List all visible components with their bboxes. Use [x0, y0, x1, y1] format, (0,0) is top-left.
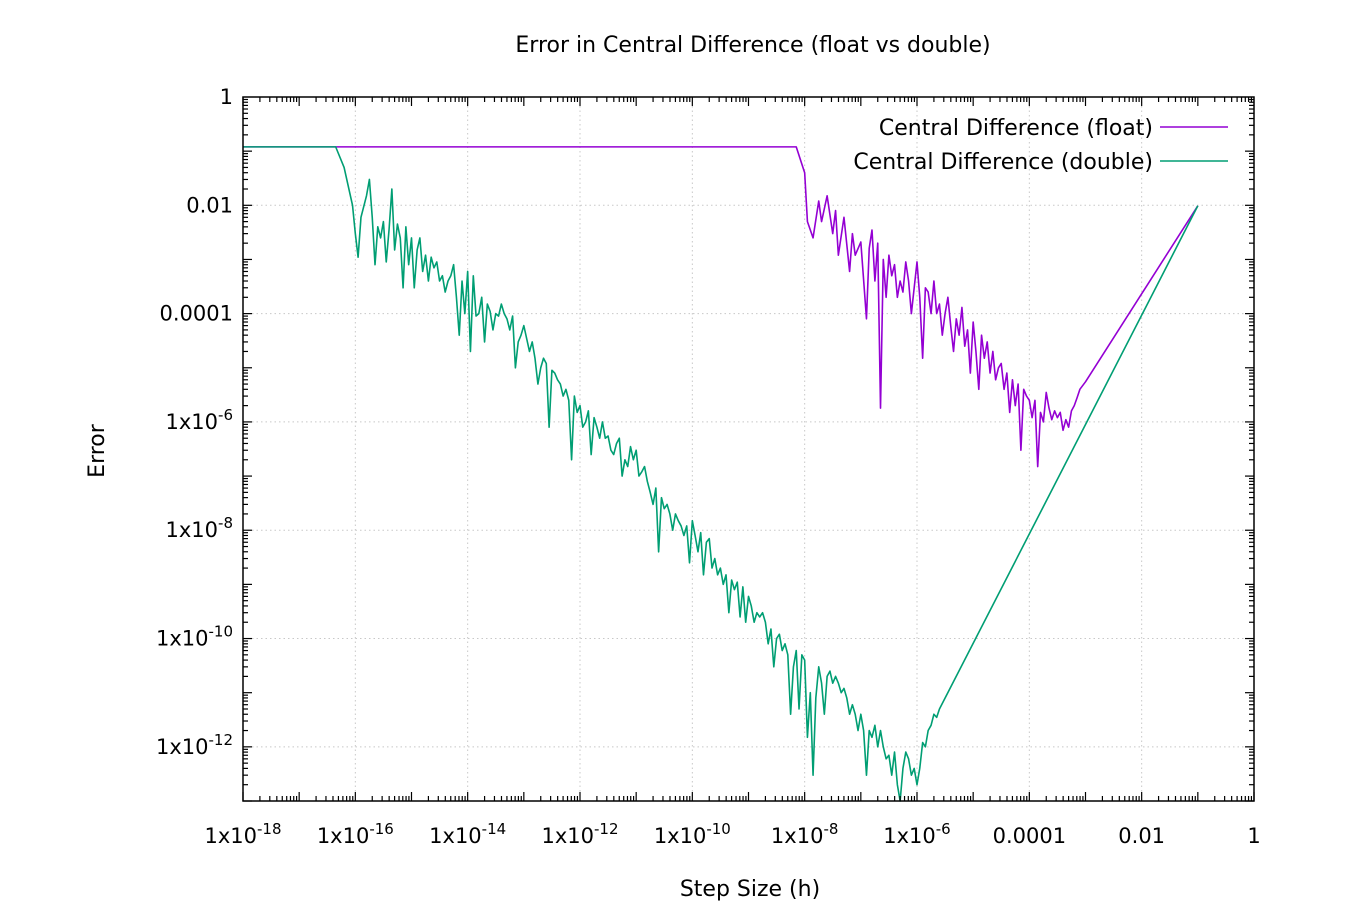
- y-tick-label: 1: [220, 85, 233, 109]
- y-tick-labels: 1 0.01 0.0001 1x10-6 1x10-8 1x10-10 1x10-12: [156, 85, 233, 759]
- x-tick-label: 1x10-10: [654, 820, 731, 848]
- plot-frame: [242, 96, 1255, 802]
- y-tick-label: 0.0001: [160, 302, 233, 326]
- legend-label-float: Central Difference (float): [879, 116, 1153, 141]
- x-tick-label: 0.0001: [993, 824, 1066, 848]
- x-tick-label: 1x10-14: [429, 820, 506, 848]
- y-tick-label: 1x10-6: [166, 406, 233, 434]
- x-tick-label: 1x10-8: [771, 820, 838, 848]
- y-tick-label: 0.01: [186, 193, 233, 217]
- x-tick-label: 1x10-18: [204, 820, 281, 848]
- legend: Central Difference (float) Central Diffe…: [853, 116, 1228, 175]
- series-layer: [243, 146, 1199, 802]
- y-tick-label: 1x10-8: [166, 514, 233, 542]
- series-line-float: [243, 146, 1199, 468]
- x-tick-label: 0.01: [1118, 824, 1165, 848]
- ticks: [242, 97, 1255, 802]
- x-axis-label: Step Size (h): [680, 877, 820, 902]
- x-tick-label: 1x10-6: [883, 820, 950, 848]
- y-tick-label: 1x10-12: [156, 731, 233, 759]
- y-tick-label: 1x10-10: [156, 623, 233, 651]
- x-tick-label: 1: [1247, 824, 1260, 848]
- x-tick-label: 1x10-16: [317, 820, 394, 848]
- x-tick-label: 1x10-12: [541, 820, 618, 848]
- legend-label-double: Central Difference (double): [853, 150, 1153, 175]
- series-line-double: [243, 146, 1199, 802]
- grid: [242, 96, 1255, 801]
- y-axis-label: Error: [85, 423, 110, 478]
- x-tick-labels: 1x10-18 1x10-16 1x10-14 1x10-12 1x10-10 1x10-…: [204, 820, 1260, 848]
- chart-title: Error in Central Difference (float vs do…: [515, 33, 990, 58]
